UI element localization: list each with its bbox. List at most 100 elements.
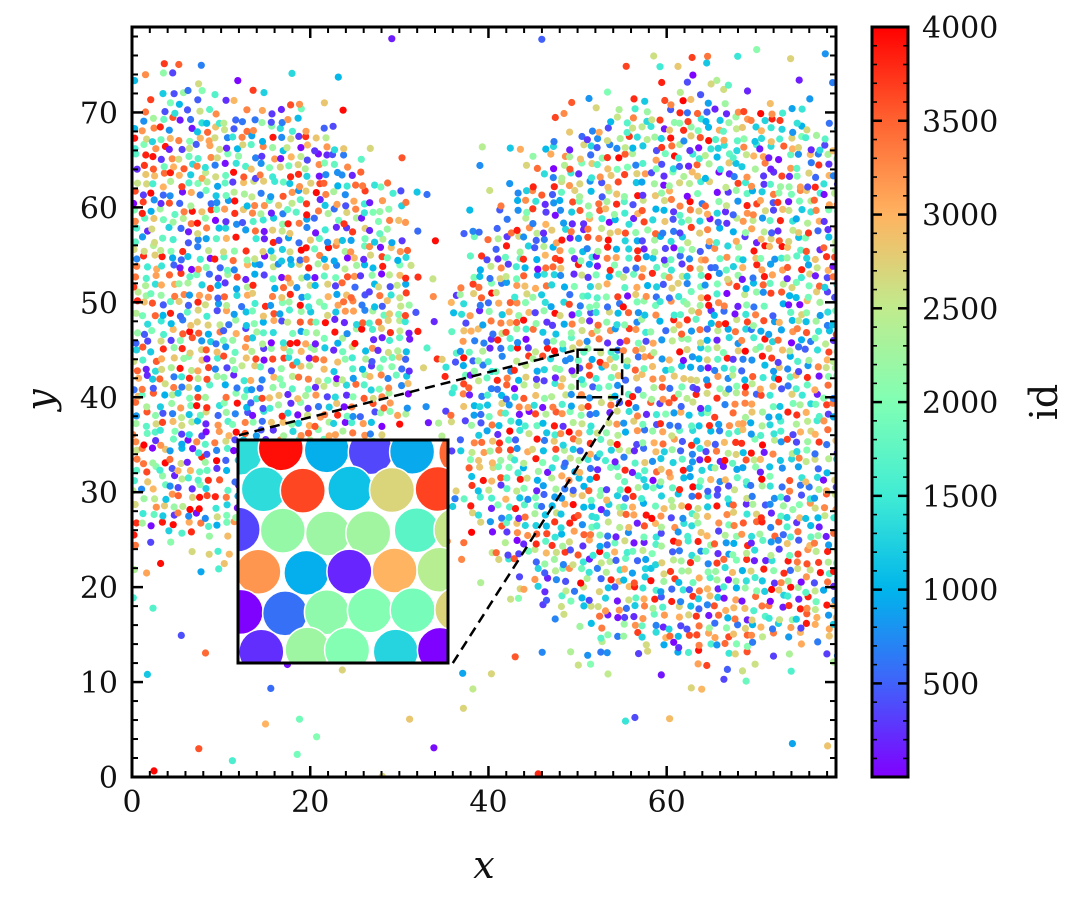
particle-point xyxy=(622,266,630,274)
particle-point xyxy=(232,116,240,124)
particle-point xyxy=(303,156,311,164)
particle-point xyxy=(639,191,647,199)
particle-point xyxy=(325,432,333,440)
particle-point xyxy=(597,648,605,656)
particle-point xyxy=(802,458,810,466)
particle-point xyxy=(259,216,267,224)
particle-point xyxy=(576,155,585,163)
particle-point xyxy=(522,196,530,204)
particle-point xyxy=(185,512,193,520)
particle-point xyxy=(494,336,502,344)
particle-point xyxy=(495,446,503,454)
particle-point xyxy=(758,602,766,610)
particle-point xyxy=(150,238,159,247)
particle-point xyxy=(595,588,604,596)
particle-point xyxy=(149,485,157,493)
particle-point xyxy=(741,604,749,613)
particle-point xyxy=(729,154,737,162)
particle-point xyxy=(562,577,570,586)
particle-point xyxy=(152,503,160,511)
particle-point xyxy=(592,374,600,383)
particle-point xyxy=(658,374,667,383)
particle-point xyxy=(797,624,805,632)
particle-point xyxy=(659,603,667,611)
particle-point xyxy=(320,272,328,280)
particle-point xyxy=(541,200,549,208)
particle-point xyxy=(513,487,521,495)
particle-point xyxy=(750,152,758,160)
particle-point xyxy=(652,205,660,213)
particle-point xyxy=(311,383,320,391)
particle-point xyxy=(622,604,631,613)
particle-point xyxy=(652,165,660,173)
particle-point xyxy=(633,374,641,382)
particle-point xyxy=(287,399,295,407)
particle-point xyxy=(820,217,828,226)
particle-point xyxy=(822,340,830,348)
particle-point xyxy=(713,559,721,567)
particle-point xyxy=(278,245,286,254)
particle-point xyxy=(729,365,737,373)
particle-point xyxy=(657,593,665,601)
particle-point xyxy=(396,248,404,256)
particle-point xyxy=(151,411,160,420)
particle-point xyxy=(148,225,156,233)
particle-point xyxy=(402,198,410,206)
particle-point xyxy=(568,247,576,255)
particle-point xyxy=(239,141,247,149)
particle-point xyxy=(676,88,684,96)
particle-point xyxy=(567,383,575,391)
particle-point xyxy=(715,420,723,428)
particle-point xyxy=(811,386,819,394)
particle-point xyxy=(252,154,260,162)
particle-point xyxy=(201,458,209,466)
particle-point xyxy=(333,290,341,298)
particle-point xyxy=(184,474,192,482)
particle-point xyxy=(758,266,766,274)
particle-point xyxy=(556,312,564,320)
particle-point xyxy=(602,568,610,576)
particle-point xyxy=(185,431,193,439)
particle-point xyxy=(330,419,338,428)
particle-point xyxy=(201,163,209,172)
particle-point xyxy=(642,511,650,519)
particle-point xyxy=(144,478,152,486)
particle-point xyxy=(232,233,240,241)
particle-point xyxy=(804,229,813,237)
particle-point xyxy=(632,264,640,272)
particle-point xyxy=(234,152,243,160)
particle-point xyxy=(320,179,328,187)
particle-point xyxy=(687,288,695,296)
particle-point xyxy=(339,106,347,114)
particle-point xyxy=(334,358,342,366)
particle-point xyxy=(828,321,836,329)
particle-point xyxy=(289,329,297,338)
particle-point xyxy=(176,364,184,372)
particle-point xyxy=(156,466,164,474)
particle-point xyxy=(186,328,194,336)
particle-point xyxy=(551,533,559,541)
particle-point xyxy=(277,155,285,163)
particle-point xyxy=(620,620,628,628)
particle-point xyxy=(583,245,591,253)
particle-point xyxy=(202,186,210,194)
particle-point xyxy=(584,233,592,241)
particle-point xyxy=(531,244,539,252)
particle-point xyxy=(374,217,383,226)
particle-point xyxy=(362,347,370,355)
particle-point xyxy=(778,242,786,251)
particle-point xyxy=(256,261,264,269)
particle-point xyxy=(221,205,229,213)
particle-point xyxy=(557,510,565,518)
particle-point xyxy=(792,615,800,623)
particle-point xyxy=(206,284,214,292)
particle-point xyxy=(548,281,556,289)
particle-point xyxy=(540,242,548,251)
particle-point xyxy=(278,381,287,389)
particle-point xyxy=(550,555,559,564)
particle-point xyxy=(759,153,768,161)
particle-point xyxy=(785,238,793,246)
particle-point xyxy=(270,373,278,381)
particle-point xyxy=(570,270,578,278)
particle-point xyxy=(620,453,628,461)
